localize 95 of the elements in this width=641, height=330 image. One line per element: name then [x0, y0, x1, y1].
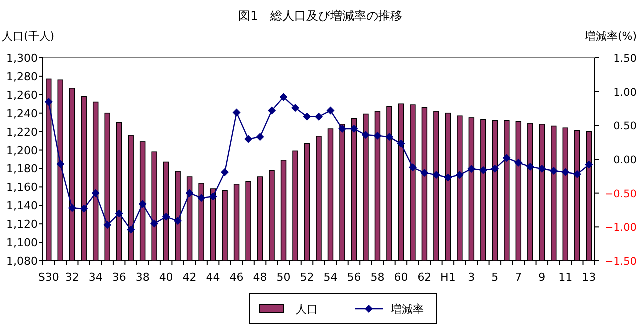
x-tick-label: 7 — [515, 271, 522, 284]
point — [338, 125, 346, 134]
point — [385, 133, 394, 142]
x-tick-label: 52 — [300, 271, 314, 284]
y-tick-label: 1,280 — [6, 70, 38, 84]
point — [209, 192, 218, 201]
x-tick-label: 62 — [418, 271, 432, 284]
point — [468, 164, 476, 173]
y-tick-label: 1,080 — [6, 255, 38, 268]
point — [362, 131, 370, 140]
point — [244, 135, 253, 144]
x-tick-label: 11 — [558, 271, 573, 284]
point — [538, 164, 546, 173]
y2-tick-label: −0.50 — [604, 188, 637, 200]
x-tick-label: S30 — [38, 271, 60, 284]
point — [104, 221, 112, 230]
point — [397, 140, 406, 148]
x-tick-label: 48 — [253, 271, 268, 284]
point — [444, 174, 452, 182]
x-tick-label: 58 — [370, 271, 385, 284]
x-tick-label: 38 — [136, 271, 150, 284]
x-tick-label: 44 — [206, 271, 220, 284]
point — [315, 112, 323, 121]
point — [56, 160, 65, 168]
x-tick-label: H1 — [440, 271, 456, 284]
point — [127, 226, 136, 234]
legend-label: 増減率 — [390, 303, 424, 316]
y-tick-label: 1,120 — [6, 218, 38, 232]
point — [115, 210, 124, 218]
point — [303, 112, 312, 121]
point — [150, 220, 159, 228]
point — [221, 168, 230, 176]
point — [550, 167, 558, 176]
x-tick-label: 42 — [182, 271, 197, 284]
point — [350, 125, 358, 134]
point — [80, 204, 88, 213]
y-tick-label: 1,180 — [6, 162, 38, 176]
x-tick-label: 3 — [468, 271, 476, 284]
point — [514, 158, 523, 167]
point — [491, 164, 500, 173]
legend-label: 人口 — [296, 303, 318, 316]
ylabel: 人口(千人) — [2, 30, 55, 43]
point — [256, 133, 264, 142]
x-tick-label: 34 — [88, 271, 103, 284]
y2-tick-label: −1.00 — [604, 222, 637, 234]
y2-tick-label: −1.50 — [604, 256, 637, 268]
point — [44, 98, 53, 106]
y2-tick-label: 0.00 — [614, 154, 637, 166]
x-tick-label: 32 — [65, 271, 80, 284]
x-tick-label: 54 — [324, 271, 338, 284]
point — [585, 160, 594, 169]
point — [232, 108, 241, 117]
y-tick-label: 1,100 — [6, 236, 38, 250]
x-tick-label: 46 — [230, 271, 244, 284]
point — [502, 154, 511, 162]
point — [198, 194, 206, 202]
y2-tick-label: 1.00 — [614, 86, 637, 99]
x-tick-label: 9 — [538, 271, 546, 284]
point — [92, 189, 100, 198]
point — [138, 200, 147, 208]
y-tick-label: 1,300 — [6, 52, 38, 65]
y-tick-label: 1,140 — [6, 200, 38, 213]
x-tick-label: 13 — [582, 271, 596, 284]
point — [68, 204, 76, 212]
point — [420, 169, 429, 178]
point — [408, 164, 417, 172]
y2-tick-label: 1.50 — [614, 53, 637, 65]
x-tick-label: 50 — [276, 271, 291, 284]
point — [526, 162, 534, 171]
point — [432, 171, 440, 180]
x-tick-label: 40 — [159, 271, 174, 284]
x-tick-label: 60 — [394, 271, 408, 284]
y-tick-label: 1,200 — [6, 144, 38, 158]
y-tick-label: 1,160 — [6, 181, 38, 194]
point — [326, 106, 335, 115]
point — [268, 106, 276, 115]
x-tick-label: 56 — [347, 271, 362, 284]
point — [374, 132, 382, 140]
point — [479, 166, 488, 174]
y-tick-label: 1,240 — [6, 107, 38, 120]
x-tick-label: 36 — [112, 271, 126, 284]
point — [186, 189, 194, 198]
point — [280, 93, 288, 102]
y2label: 増減率(%) — [584, 30, 637, 43]
point — [456, 171, 464, 180]
point — [292, 104, 300, 112]
point — [573, 170, 582, 178]
y-tick-label: 1,260 — [6, 88, 38, 102]
y-tick-label: 1,220 — [6, 126, 38, 139]
title: 図1 総人口及び増減率の推移 — [238, 9, 402, 23]
point — [562, 168, 570, 176]
y2-tick-label: 0.50 — [614, 120, 637, 133]
x-tick-label: 5 — [492, 271, 499, 284]
point — [174, 217, 182, 226]
point — [162, 213, 170, 222]
